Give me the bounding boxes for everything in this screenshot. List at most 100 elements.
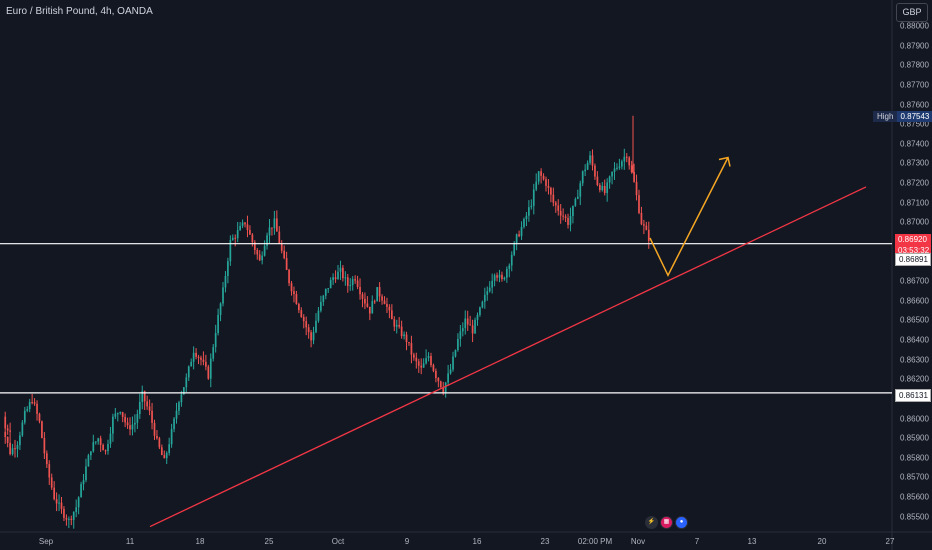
candle-body — [486, 291, 489, 295]
candle-body — [569, 215, 572, 225]
price-tick-label: 0.87600 — [900, 100, 929, 110]
candle-body — [234, 237, 237, 239]
candle-body — [550, 187, 552, 195]
price-tick-label: 0.87100 — [900, 198, 929, 208]
current-price: 0.86920 — [898, 235, 927, 244]
candle-body — [469, 324, 472, 326]
lightning-icon[interactable]: ⚡ — [645, 516, 658, 529]
candle-body — [601, 185, 604, 191]
currency-button[interactable]: GBP — [896, 3, 928, 22]
price-tick-label: 0.85700 — [900, 472, 929, 482]
candle-body — [557, 205, 560, 211]
candle-body — [464, 318, 467, 329]
candle-body — [217, 314, 219, 333]
candle-body — [437, 378, 440, 382]
candle-body — [400, 326, 403, 337]
candle-body — [611, 171, 613, 177]
candle-body — [131, 424, 134, 430]
candle-body — [109, 433, 112, 444]
trend-line — [149, 186, 867, 528]
candle-body — [505, 268, 508, 278]
candle-body — [518, 234, 520, 237]
price-tick-label: 0.85800 — [900, 453, 929, 463]
candle-body — [75, 507, 78, 512]
candle-body — [190, 361, 193, 367]
candle-body — [77, 497, 80, 508]
time-tick-label: 16 — [472, 537, 482, 546]
candle-body — [322, 295, 325, 302]
candle-body — [417, 361, 420, 366]
candle-body — [6, 436, 9, 443]
candle-body — [339, 267, 342, 272]
event-icons[interactable]: ⚡ ▦ ● — [645, 516, 688, 529]
candle-body — [214, 332, 217, 348]
grid-icon[interactable]: ▦ — [660, 516, 673, 529]
candle-body — [94, 441, 97, 443]
candle-body — [246, 224, 249, 231]
candle-body — [26, 409, 29, 411]
candle-body — [476, 314, 479, 320]
candle-body — [640, 212, 643, 225]
candle-body — [163, 455, 166, 459]
candle-body — [594, 165, 596, 177]
candle-body — [65, 517, 68, 520]
candle-body — [168, 444, 171, 453]
candle-body — [545, 179, 547, 186]
candle-body — [454, 350, 457, 357]
candle-body — [119, 412, 122, 414]
candle-body — [408, 342, 410, 344]
candle-body — [444, 382, 447, 393]
price-tick-label: 0.87500 — [900, 119, 929, 129]
time-tick-label: 20 — [817, 537, 827, 546]
candle-body — [589, 155, 591, 163]
circle-icon[interactable]: ● — [675, 516, 688, 529]
candle-body — [598, 184, 601, 191]
candle-body — [513, 242, 516, 255]
candle-body — [285, 258, 288, 270]
candle-body — [398, 324, 401, 327]
candle-body — [121, 412, 124, 417]
candle-body — [148, 406, 151, 411]
candle-body — [342, 267, 344, 279]
candle-body — [178, 402, 180, 411]
candle-body — [124, 416, 126, 423]
candle-body — [187, 366, 190, 378]
time-tick-label: 13 — [747, 537, 757, 546]
candle-body — [207, 366, 210, 379]
candle-body — [170, 429, 173, 445]
candle-body — [576, 196, 579, 199]
candle-body — [643, 224, 645, 226]
candle-body — [395, 324, 398, 327]
time-tick-label: 27 — [885, 537, 895, 546]
candle-body — [344, 277, 347, 279]
candle-body — [552, 194, 555, 203]
candle-body — [388, 306, 391, 311]
candle-body — [293, 291, 295, 295]
candle-body — [390, 310, 393, 320]
candle-body — [253, 242, 256, 250]
price-tick-label: 0.87200 — [900, 178, 929, 188]
candle-body — [209, 358, 212, 379]
candle-body — [307, 327, 310, 333]
candle-body — [410, 343, 413, 355]
candle-body — [116, 413, 119, 415]
price-tick-label: 0.88000 — [900, 21, 929, 31]
candle-body — [48, 464, 51, 478]
candle-body — [244, 222, 246, 225]
candle-body — [197, 356, 200, 358]
candle-body — [532, 189, 535, 206]
candle-body — [6, 428, 9, 431]
price-tick-label: 0.87900 — [900, 41, 929, 51]
candle-body — [337, 271, 339, 280]
candle-body — [236, 230, 239, 239]
candle-body — [364, 298, 366, 304]
candle-body — [430, 356, 432, 366]
candle-body — [381, 296, 383, 301]
candle-body — [488, 287, 491, 292]
candle-body — [373, 301, 376, 303]
candle-body — [227, 261, 229, 276]
price-tick-label: 0.87000 — [900, 217, 929, 227]
candle-body — [359, 287, 361, 295]
chart-title: Euro / British Pound, 4h, OANDA — [6, 6, 153, 17]
